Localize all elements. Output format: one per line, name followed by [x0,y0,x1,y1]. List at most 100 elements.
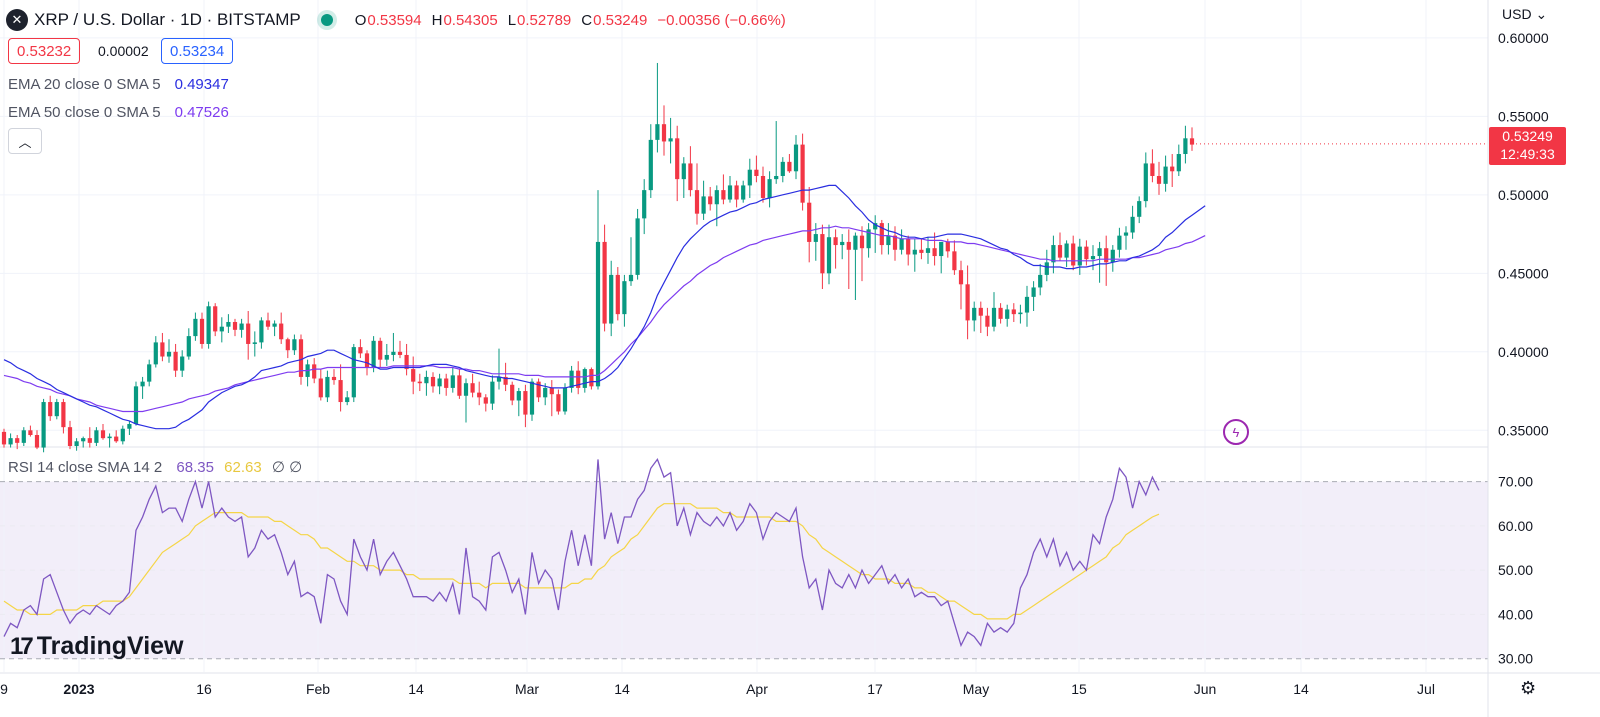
candle-body [602,241,607,324]
candle-body [655,124,660,140]
rsi-sma-line [3,503,1160,620]
rsi-line [3,458,1160,648]
candle-body [490,381,495,404]
ema50-label: EMA 50 close 0 SMA 5 [8,104,161,121]
candle-body [153,342,158,365]
time-tick-label: 9 [0,681,8,697]
candle-body [1130,216,1135,233]
candle-body [754,169,759,176]
candle-body [932,248,937,257]
candle-body [252,342,257,344]
collapse-legend-button[interactable]: ︿ [8,128,42,154]
close-label: C [581,11,593,29]
rsi-value: 68.35 [176,459,214,476]
candle-body [556,394,561,412]
candle-body [1044,262,1049,275]
candle-body [978,307,983,316]
time-tick-label: Mar [515,681,539,697]
ema20-line [3,184,1206,430]
candle-body [87,438,92,443]
candle-body [826,237,832,274]
candle-body [529,381,535,415]
candle-body [430,376,436,387]
candle-body [1183,138,1188,155]
candle-body [642,190,647,219]
candle-body [345,397,350,403]
candle-body [279,323,284,340]
candle-body [807,202,812,242]
candle-body [417,381,422,384]
price-tick-label: 0.40000 [1498,344,1549,360]
candle-body [331,376,337,381]
candle-body [899,238,904,250]
candle-body [298,339,304,377]
close-value: 0.53249 [593,11,648,29]
candle-body [952,251,957,271]
candle-body [166,351,172,357]
candle-body [219,326,224,332]
candle-body [1018,312,1023,315]
tradingview-logo: 17 TradingView [10,632,184,661]
candle-body [1057,245,1063,258]
candle-body [582,369,587,388]
ema50-value: 0.47526 [174,104,229,121]
ema20-legend[interactable]: EMA 20 close 0 SMA 5 0.49347 [8,76,229,93]
candle-body [510,384,515,401]
currency-label: USD [1502,6,1532,22]
candle-body [886,235,891,246]
candle-body [265,320,271,327]
candle-body [694,190,700,214]
time-tick-label: 15 [1071,681,1087,697]
candle-body [292,339,297,351]
candle-body [912,249,917,255]
symbol-title[interactable]: XRP / U.S. Dollar · 1D · BITSTAMP [34,10,301,29]
candle-body [193,318,198,337]
candle-body [21,430,26,443]
candle-body [945,241,950,252]
candle-body [1110,249,1115,263]
candle-body [760,175,766,198]
candle-body [81,438,86,442]
candle-body [470,383,475,393]
rsi-legend[interactable]: RSI 14 close SMA 14 2 68.35 62.63 ∅ ∅ [8,458,302,476]
time-tick-label: Jul [1417,681,1435,697]
candle-body [595,241,601,387]
candle-body [54,402,59,417]
candle-body [866,229,871,249]
xrp-logo-icon: ✕ [6,9,28,31]
tradingview-wordmark: TradingView [36,632,184,660]
candle-body [67,427,73,446]
buy-price-button[interactable]: 0.53234 [161,38,234,64]
candle-body [734,185,739,200]
ema50-line [3,225,1206,413]
candle-body [787,161,792,172]
candle-body [1189,138,1195,145]
candle-body [34,435,40,448]
open-label: O [354,11,367,29]
candle-body [272,323,277,327]
candle-body [173,351,178,371]
currency-selector[interactable]: USD ⌄ [1502,6,1547,23]
tradingview-mark-icon: 17 [10,632,34,660]
candle-body [1051,245,1056,263]
candle-body [1071,243,1076,266]
price-tick-label: 0.35000 [1498,422,1549,438]
sell-price-button[interactable]: 0.53232 [8,38,81,64]
candle-body [318,378,323,398]
candle-body [833,237,838,246]
ema50-legend[interactable]: EMA 50 close 0 SMA 5 0.47526 [8,104,229,121]
candle-body [285,339,290,351]
candle-body [437,378,442,387]
gear-icon[interactable]: ⚙ [1520,678,1537,698]
rsi-tick-label: 50.00 [1498,562,1533,578]
candle-body [774,175,779,180]
candle-body [840,241,845,246]
low-value: 0.52789 [517,11,572,29]
lightning-icon[interactable]: ϟ [1223,419,1249,445]
candle-body [1104,248,1109,263]
rsi-tick-label: 60.00 [1498,518,1533,534]
candle-body [147,364,152,382]
candle-body [404,354,409,370]
candle-body [767,179,772,198]
